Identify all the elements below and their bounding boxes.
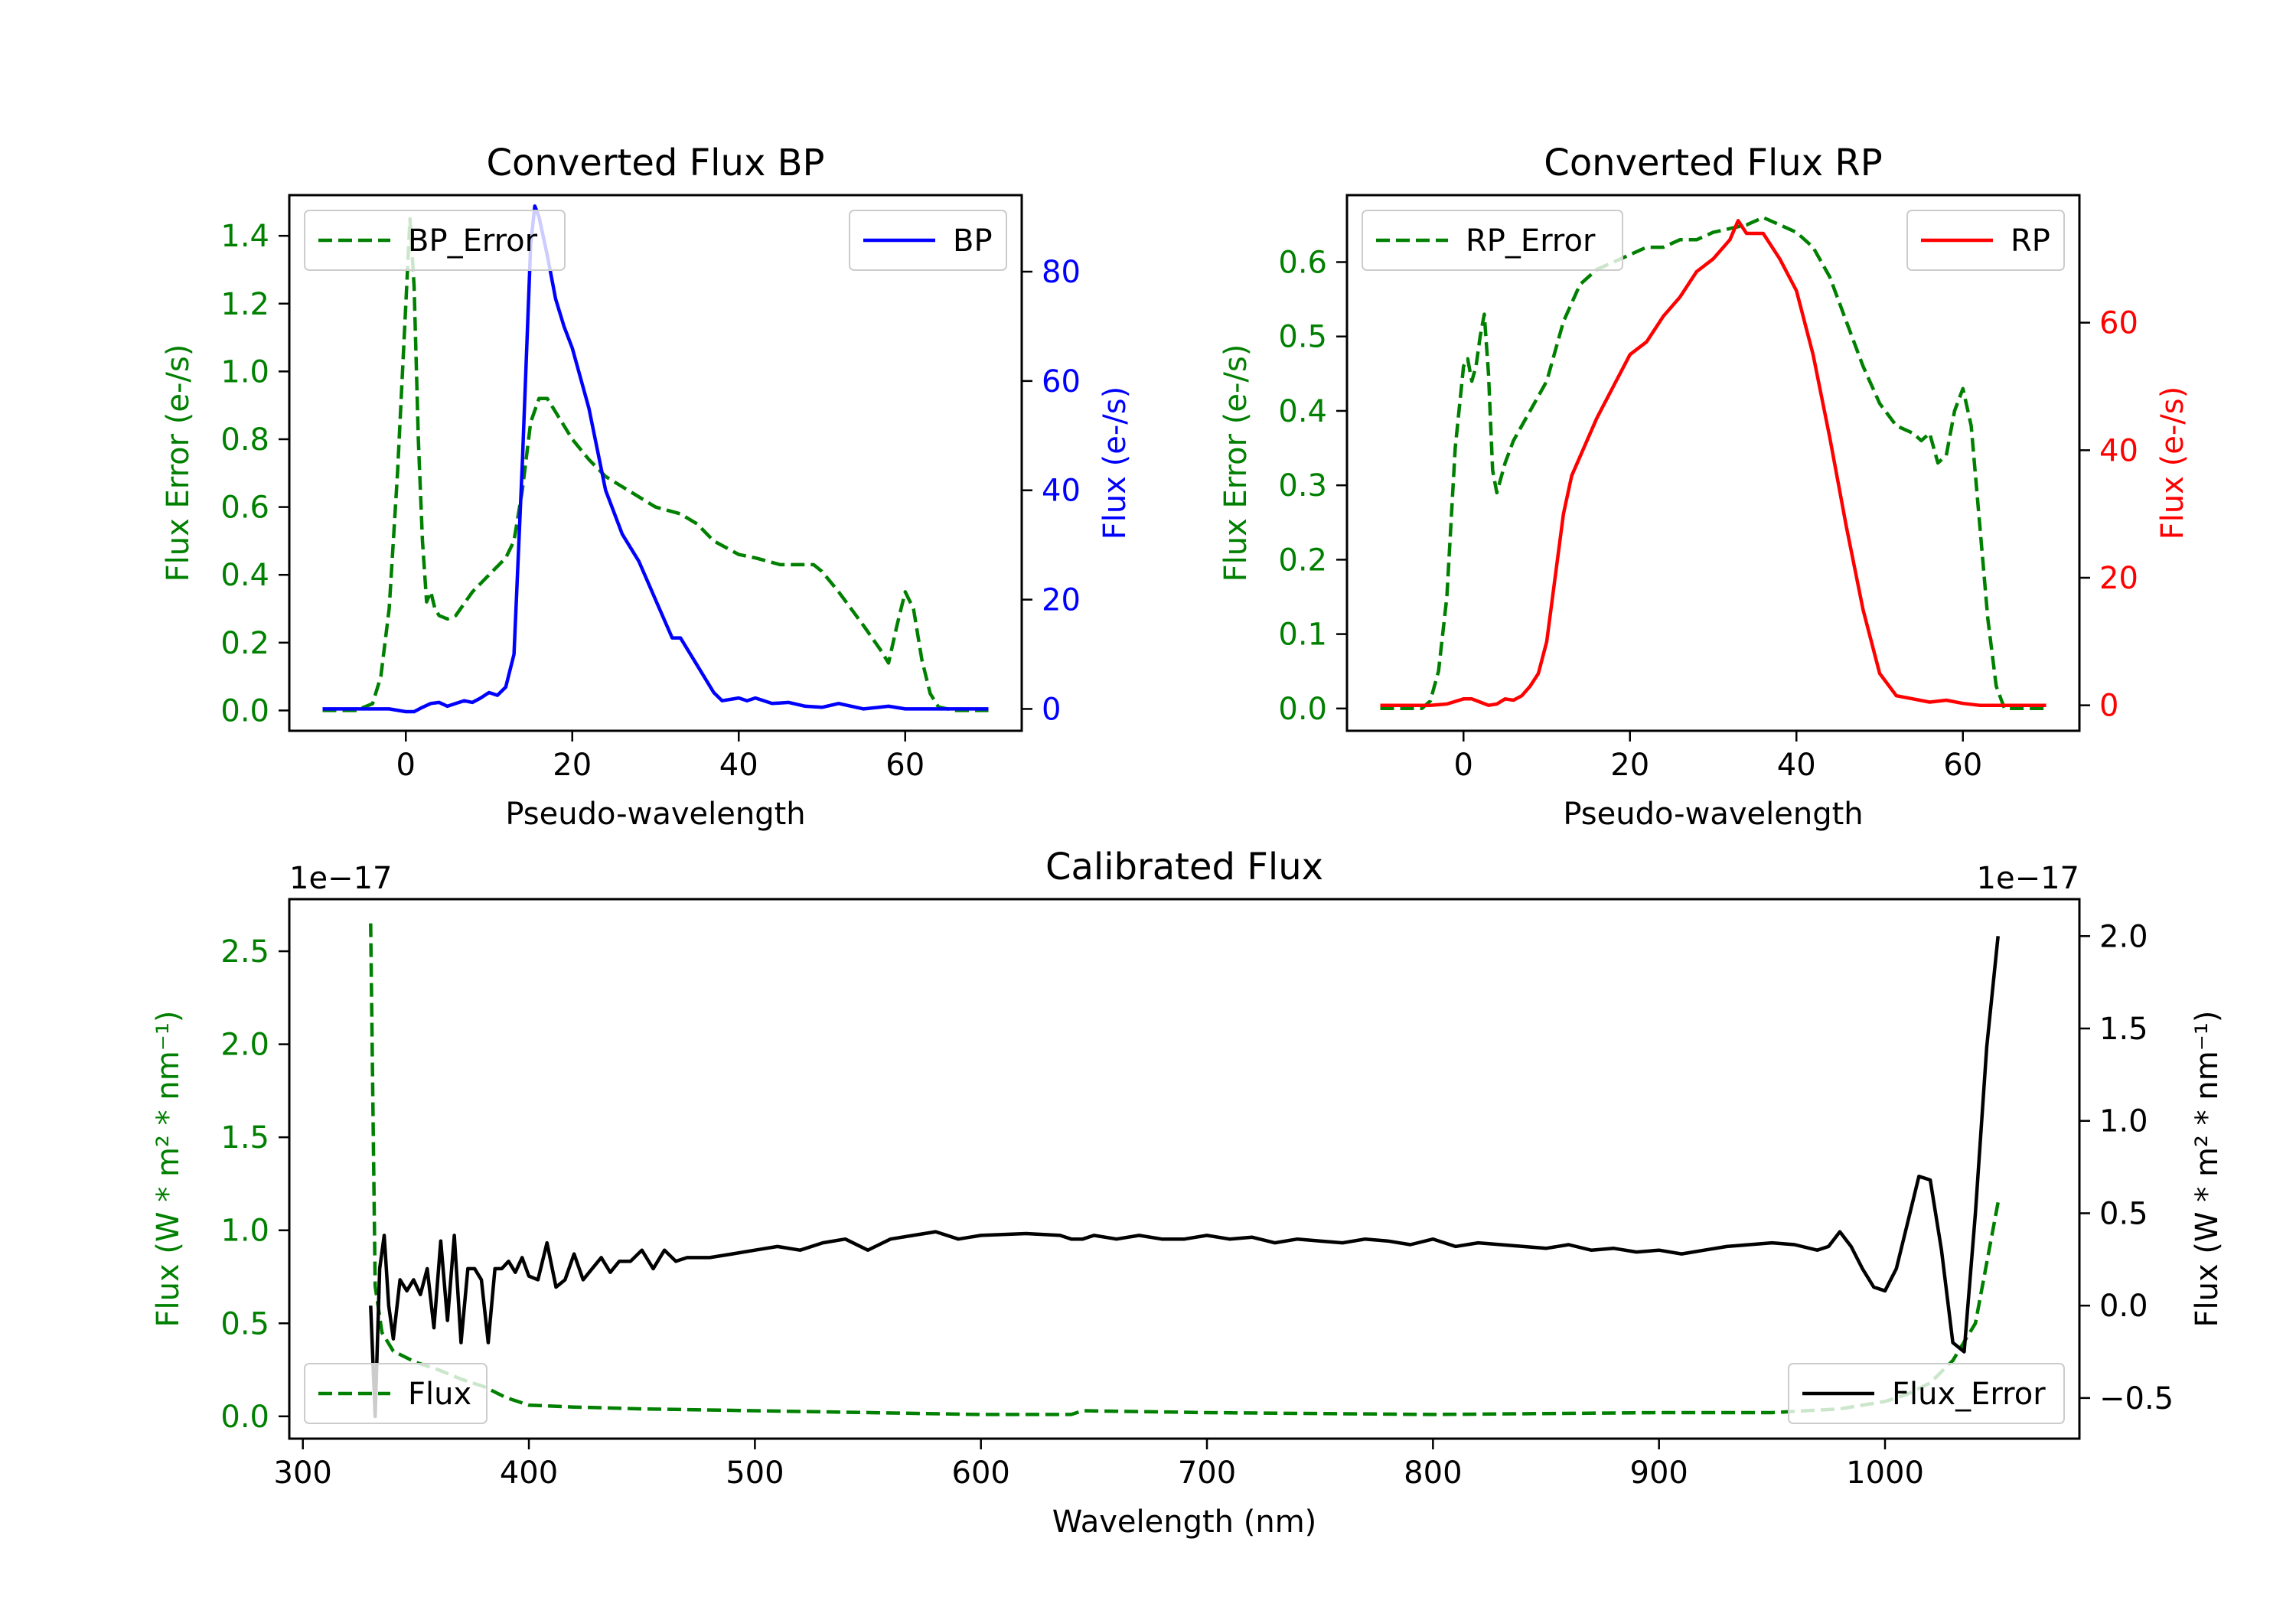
x-tick-label: 900: [1630, 1455, 1688, 1491]
y-left-tick-label: 0.8: [220, 422, 269, 458]
y-left-tick-label: 2.0: [220, 1028, 269, 1063]
x-tick-label: 20: [553, 748, 592, 783]
legend-label: RP_Error: [1466, 223, 1596, 259]
y-left-axis-label: Flux Error (e-/s): [1218, 344, 1254, 582]
y-right-tick-label: 0.0: [2099, 1289, 2148, 1324]
y-right-tick-label: 60: [2099, 306, 2138, 341]
y-right-tick-label: 1.0: [2099, 1104, 2148, 1139]
x-tick-label: 0: [1454, 748, 1473, 783]
y-left-offset-text: 1e−17: [289, 861, 392, 896]
series-bp-line: [322, 204, 989, 714]
legend-label: Flux_Error: [1892, 1377, 2046, 1412]
x-tick-label: 700: [1178, 1455, 1236, 1491]
x-tick-label: 400: [500, 1455, 558, 1491]
y-left-tick-label: 1.0: [220, 354, 269, 390]
x-tick-label: 300: [274, 1455, 332, 1491]
x-tick-label: 0: [396, 748, 416, 783]
x-tick-label: 20: [1610, 748, 1649, 783]
legend-label: BP_Error: [408, 223, 538, 259]
series-flux-line: [369, 936, 2000, 1419]
chart-title: Converted Flux RP: [1544, 142, 1882, 184]
y-left-tick-label: 0.3: [1278, 468, 1327, 504]
series-flux-error-line: [369, 923, 2000, 1416]
x-tick-label: 60: [1943, 748, 1982, 783]
y-right-axis-label: Flux (e-/s): [1097, 386, 1133, 539]
x-tick-label: 40: [719, 748, 758, 783]
y-right-tick-label: 0: [1042, 692, 1061, 727]
x-tick-label: 60: [885, 748, 925, 783]
legend-box: [1788, 1363, 2065, 1424]
axes-frame: [1345, 194, 2081, 732]
x-axis-label: Pseudo-wavelength: [505, 797, 805, 832]
y-left-tick-label: 1.4: [220, 219, 269, 254]
y-left-tick-label: 0.5: [1278, 320, 1327, 355]
y-left-tick-label: 1.0: [220, 1214, 269, 1249]
y-left-tick-label: 0.0: [220, 693, 269, 729]
x-tick-label: 500: [726, 1455, 784, 1491]
y-right-tick-label: 0.5: [2099, 1196, 2148, 1231]
y-left-tick-label: 2.5: [220, 934, 269, 970]
y-right-tick-label: 40: [1042, 474, 1081, 509]
y-left-tick-label: 1.2: [220, 287, 269, 322]
axes-frame: [288, 194, 1023, 732]
series-bp-error-line: [322, 217, 989, 712]
y-right-tick-label: 0: [2099, 689, 2118, 724]
y-left-tick-label: 0.2: [1278, 543, 1327, 578]
y-left-tick-label: 0.6: [1278, 246, 1327, 281]
legend-box: [304, 210, 566, 271]
y-left-tick-label: 0.4: [1278, 394, 1327, 429]
x-axis-label: Wavelength (nm): [1052, 1504, 1317, 1540]
y-right-offset-text: 1e−17: [1977, 861, 2079, 896]
y-right-tick-label: 40: [2099, 433, 2138, 468]
x-tick-label: 800: [1404, 1455, 1462, 1491]
y-right-tick-label: 60: [1042, 364, 1081, 399]
x-tick-label: 600: [952, 1455, 1010, 1491]
y-left-tick-label: 0.1: [1278, 618, 1327, 653]
y-left-tick-label: 0.0: [1278, 692, 1327, 727]
y-right-axis-label: Flux (W * m² * nm⁻¹): [2190, 1011, 2225, 1328]
y-left-tick-label: 0.2: [220, 626, 269, 661]
x-tick-label: 1000: [1846, 1455, 1924, 1491]
y-right-tick-label: 2.0: [2099, 919, 2148, 954]
legend-label: RP: [2011, 223, 2050, 259]
y-right-axis-label: Flux (e-/s): [2155, 386, 2190, 539]
legend-box: [1362, 210, 1623, 271]
legend-label: Flux: [408, 1377, 471, 1412]
y-left-tick-label: 1.5: [220, 1120, 269, 1156]
legend-box: [304, 1363, 488, 1424]
y-left-axis-label: Flux Error (e-/s): [161, 344, 196, 582]
x-axis-label: Pseudo-wavelength: [1563, 797, 1863, 832]
chart-title: Calibrated Flux: [1045, 846, 1323, 888]
y-right-tick-label: 1.5: [2099, 1012, 2148, 1047]
legend-label: BP: [953, 223, 993, 259]
y-right-tick-label: 20: [1042, 583, 1081, 618]
y-left-tick-label: 0.6: [220, 491, 269, 526]
x-tick-label: 40: [1777, 748, 1816, 783]
axes-frame: [288, 898, 2081, 1440]
series-rp-error-line: [1380, 215, 2047, 711]
y-left-axis-label: Flux (W * m² * nm⁻¹): [151, 1011, 186, 1328]
series-rp-line: [1380, 219, 2047, 707]
chart-title: Converted Flux BP: [487, 142, 825, 184]
y-right-tick-label: 80: [1042, 255, 1081, 290]
y-right-tick-label: 20: [2099, 561, 2138, 596]
y-left-tick-label: 0.4: [220, 558, 269, 593]
y-left-tick-label: 0.0: [220, 1400, 269, 1435]
y-right-tick-label: −0.5: [2099, 1381, 2174, 1416]
y-left-tick-label: 0.5: [220, 1306, 269, 1341]
